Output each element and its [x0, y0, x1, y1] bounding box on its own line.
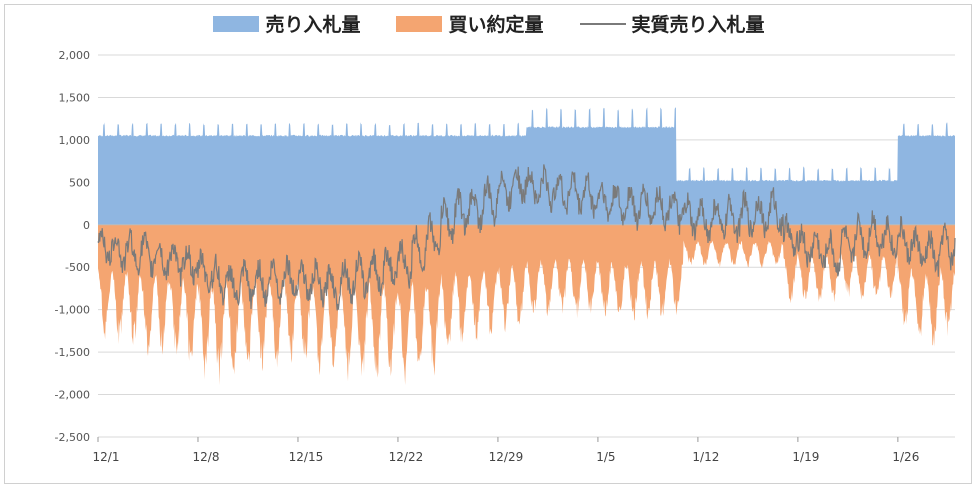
line-net-sell-bids: [97, 164, 956, 311]
y-tick-label-9: -2,500: [55, 431, 90, 444]
y-tick-label-0: 2,000: [59, 49, 91, 62]
x-tick-label-6: 1/12: [692, 450, 719, 464]
legend-swatch-buy-contracts: [396, 15, 443, 32]
legend-label-net-sell-bids: 実質売り入札量: [631, 14, 765, 36]
x-tick-label-0: 12/1: [93, 450, 120, 464]
y-axis-labels: 2,000 1,500 1,000 500 0 -500 -1,000 -1,500 -2,00…: [55, 49, 90, 444]
y-tick-label-6: -1,000: [55, 304, 90, 317]
x-tick-label-3: 12/22: [389, 450, 424, 464]
x-tick-label-2: 12/15: [289, 450, 324, 464]
y-tick-label-3: 500: [69, 176, 90, 189]
legend-item-buy-contracts: 買い約定量: [396, 10, 544, 37]
y-tick-label-2: 1,000: [59, 134, 91, 147]
series-areas: [98, 107, 955, 386]
legend-item-sell-bids: 売り入札量: [213, 10, 360, 37]
x-tick-label-5: 1/5: [596, 450, 615, 464]
legend-label-buy-contracts: 買い約定量: [448, 14, 544, 36]
legend: 売り入札量 買い約定量 実質売り入札量: [0, 10, 978, 37]
legend-item-net-sell-bids: 実質売り入札量: [579, 10, 765, 37]
x-tick-label-4: 12/29: [489, 450, 524, 464]
area-buy-contracts: [98, 224, 955, 386]
series-lines: [97, 164, 956, 311]
x-tick-label-1: 12/8: [193, 450, 220, 464]
legend-swatch-sell-bids: [213, 15, 260, 32]
legend-label-sell-bids: 売り入札量: [265, 14, 361, 36]
y-tick-label-8: -2,000: [55, 389, 90, 402]
x-axis-labels: 12/1 12/8 12/15 12/22 12/29 1/5 1/12 1/19 1/26: [93, 437, 919, 464]
legend-swatch-net-sell-bids: [579, 22, 626, 25]
x-tick-label-8: 1/26: [892, 450, 919, 464]
area-sell-bids: [98, 107, 955, 225]
y-tick-label-7: -1,500: [55, 346, 90, 359]
y-tick-label-5: -500: [65, 261, 90, 274]
y-tick-label-4: 0: [83, 219, 90, 232]
x-tick-label-7: 1/19: [792, 450, 819, 464]
y-tick-label-1: 1,500: [59, 91, 91, 104]
